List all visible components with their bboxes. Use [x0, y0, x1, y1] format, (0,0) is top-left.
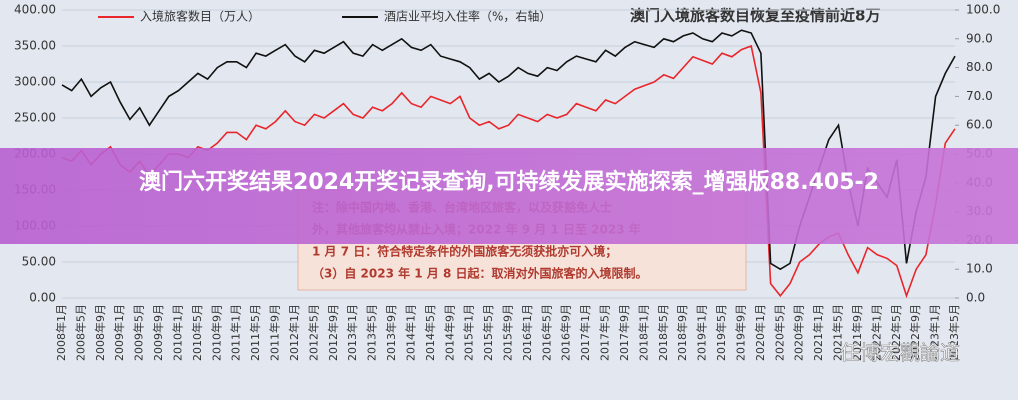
x-tick-label: 2022年1月	[869, 304, 883, 361]
x-tick-label: 2014年5月	[423, 304, 437, 361]
y2-tick-label: 100.0	[966, 3, 1000, 17]
banner-text: 澳门六开奖结果2024开奖记录查询,可持续发展实施探索_增强版88.405-2	[139, 169, 879, 195]
y2-tick-label: 70.0	[966, 89, 993, 103]
x-tick-label: 2015年1月	[462, 304, 476, 361]
x-tick-label: 2023年1月	[928, 304, 942, 361]
x-tick-label: 2010年9月	[209, 304, 223, 361]
x-tick-label: 2008年5月	[73, 304, 87, 361]
x-tick-label: 2022年5月	[889, 304, 903, 361]
x-tick-label: 2011年1月	[229, 304, 243, 361]
x-tick-label: 2023年5月	[947, 304, 961, 361]
x-tick-label: 2011年9月	[268, 304, 282, 361]
x-tick-label: 2021年9月	[850, 304, 864, 361]
x-tick-label: 2019年1月	[695, 304, 709, 361]
y-tick-label: 350.00	[14, 39, 56, 53]
y2-tick-label: 0.0	[966, 291, 985, 305]
x-tick-label: 2008年9月	[93, 304, 107, 361]
x-tick-label: 2015年9月	[501, 304, 515, 361]
x-tick-label: 2019年9月	[733, 304, 747, 361]
x-tick-label: 2016年1月	[520, 304, 534, 361]
y2-tick-label: 80.0	[966, 60, 993, 74]
x-tick-label: 2008年1月	[54, 304, 68, 361]
x-tick-label: 2020年1月	[753, 304, 767, 361]
y-tick-label: 250.00	[14, 111, 56, 125]
y2-tick-label: 60.0	[966, 118, 993, 132]
x-tick-label: 2016年5月	[539, 304, 553, 361]
x-tick-label: 2009年5月	[132, 304, 146, 361]
x-tick-label: 2014年1月	[403, 304, 417, 361]
x-tick-label: 2009年1月	[112, 304, 126, 361]
x-tick-label: 2021年5月	[831, 304, 845, 361]
x-tick-label: 2012年1月	[287, 304, 301, 361]
y2-tick-label: 10.0	[966, 262, 993, 276]
x-tick-label: 2020年5月	[772, 304, 786, 361]
y2-tick-label: 90.0	[966, 31, 993, 45]
x-tick-label: 2013年5月	[365, 304, 379, 361]
x-tick-label: 2016年9月	[559, 304, 573, 361]
x-tick-label: 2014年9月	[442, 304, 456, 361]
x-tick-label: 2018年1月	[636, 304, 650, 361]
x-tick-label: 2013年9月	[384, 304, 398, 361]
y-tick-label: 50.00	[22, 255, 56, 269]
x-tick-label: 2010年1月	[170, 304, 184, 361]
x-tick-label: 2018年9月	[675, 304, 689, 361]
x-tick-label: 2010年5月	[190, 304, 204, 361]
x-tick-label: 2022年9月	[908, 304, 922, 361]
annotation-text: （3）自 2023 年 1 月 8 日起：取消对外国旅客的入境限制。	[312, 266, 648, 281]
x-tick-label: 2011年5月	[248, 304, 262, 361]
x-tick-label: 2019年5月	[714, 304, 728, 361]
y-tick-label: 300.00	[14, 75, 56, 89]
banner	[0, 148, 1018, 244]
x-tick-label: 2017年9月	[617, 304, 631, 361]
x-tick-label: 2017年1月	[578, 304, 592, 361]
x-tick-label: 2020年9月	[792, 304, 806, 361]
chart-title: 澳门入境旅客数目恢复至疫情前近8万	[630, 7, 880, 25]
x-tick-label: 2018年5月	[656, 304, 670, 361]
y-tick-label: 400.00	[14, 3, 56, 17]
x-tick-label: 2017年5月	[598, 304, 612, 361]
x-tick-label: 2021年1月	[811, 304, 825, 361]
watermark: 任博宏觀論道	[840, 341, 960, 365]
legend-label: 入境旅客数目（万人）	[140, 9, 260, 24]
x-tick-label: 2012年5月	[306, 304, 320, 361]
x-tick-label: 2012年9月	[326, 304, 340, 361]
x-tick-label: 2015年5月	[481, 304, 495, 361]
y-tick-label: 0.00	[29, 291, 56, 305]
legend-label: 酒店业平均入住率（%，右轴）	[384, 9, 551, 24]
x-tick-label: 2013年1月	[345, 304, 359, 361]
x-tick-label: 2009年9月	[151, 304, 165, 361]
annotation-text: 1 月 7 日：符合特定条件的外国旅客无须获批亦可入境；	[312, 244, 617, 259]
